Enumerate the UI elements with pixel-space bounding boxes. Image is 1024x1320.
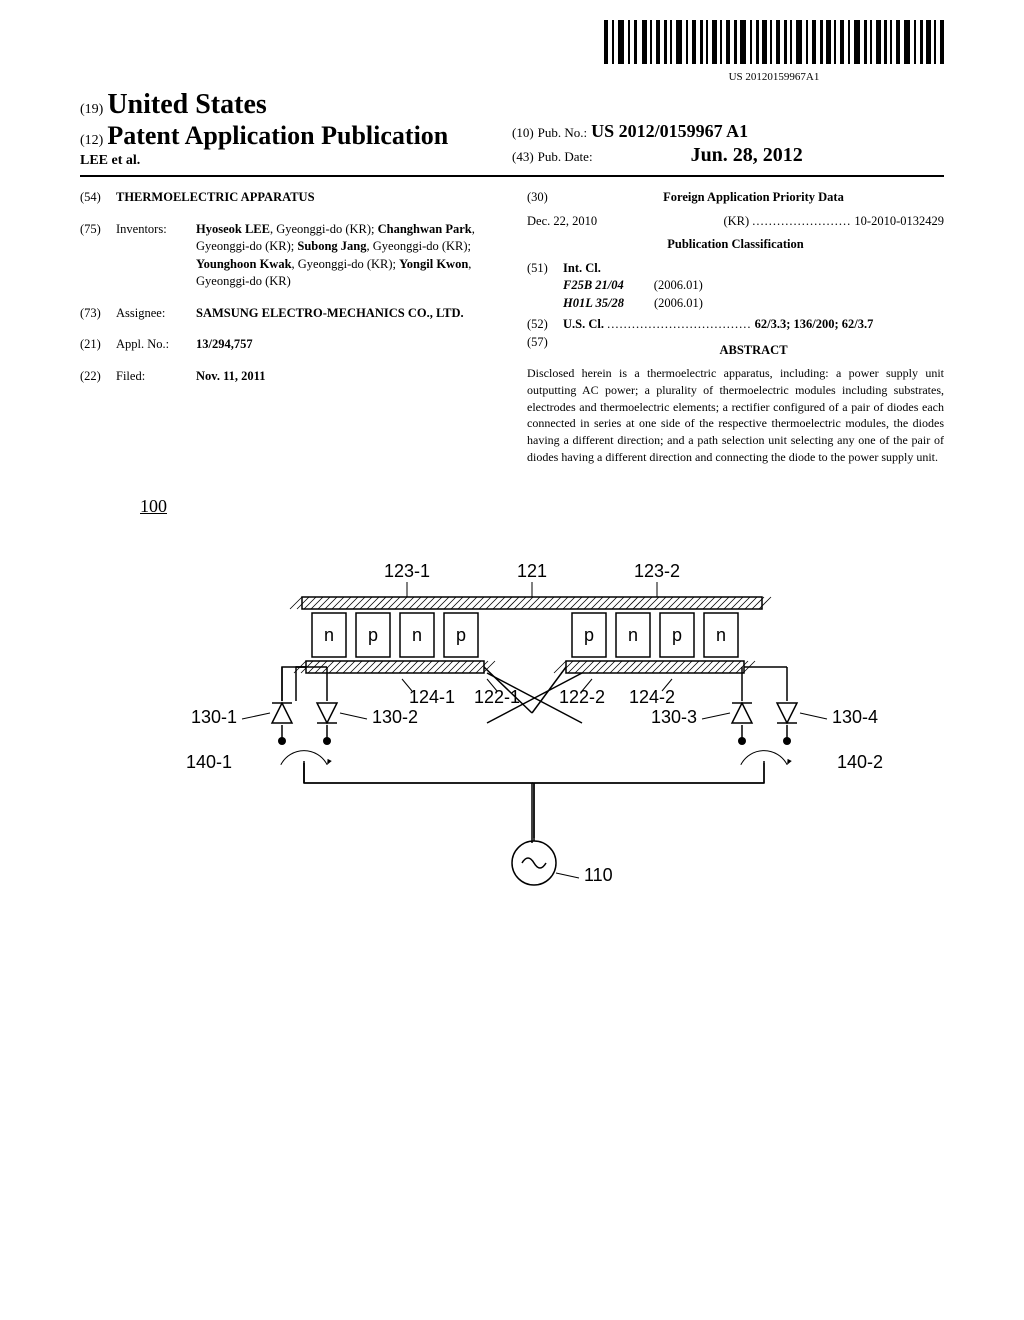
invention-title: THERMOELECTRIC APPARATUS [116, 189, 497, 207]
applno-code: (21) [80, 336, 116, 354]
svg-text:p: p [456, 625, 466, 645]
svg-text:110: 110 [584, 865, 613, 885]
figure: 100 121 n p n p 123-1 p n p n 123-2 124-1 122-1 122-2… [80, 496, 944, 967]
pubno-code: (10) [512, 125, 534, 140]
applno-label: Appl. No.: [116, 336, 196, 354]
svg-text:n: n [628, 625, 638, 645]
inventors-code: (75) [80, 221, 116, 291]
inventors-label: Inventors: [116, 221, 196, 291]
pubdate-label: Pub. Date: [538, 149, 593, 164]
pubdate-code: (43) [512, 149, 534, 164]
fp-code: (30) [527, 189, 563, 213]
barcode: US 20120159967A1 [604, 20, 944, 83]
uscl-code: (52) [527, 316, 563, 334]
fp-date: Dec. 22, 2010 [527, 213, 597, 231]
country-code: (19) [80, 102, 103, 117]
svg-text:123-1: 123-1 [384, 561, 430, 581]
svg-text:p: p [368, 625, 378, 645]
svg-text:130-1: 130-1 [191, 707, 237, 727]
svg-text:p: p [672, 625, 682, 645]
abstract-heading: ABSTRACT [563, 342, 944, 360]
uscl-section: (52) U.S. Cl. ..........................… [527, 316, 944, 334]
pubno-label: Pub. No.: [538, 125, 587, 140]
svg-text:124-1: 124-1 [409, 687, 455, 707]
doctype: Patent Application Publication [107, 121, 448, 150]
assignee-name: SAMSUNG ELECTRO-MECHANICS CO., LTD. [196, 305, 497, 323]
uscl-codes: 62/3.3; 136/200; 62/3.7 [755, 317, 874, 331]
title-code: (54) [80, 189, 116, 207]
barcode-number: US 20120159967A1 [604, 71, 944, 83]
title-section: (54) THERMOELECTRIC APPARATUS [80, 189, 497, 207]
filed-code: (22) [80, 368, 116, 386]
applno-value: 13/294,757 [196, 336, 497, 354]
pubdate: Jun. 28, 2012 [691, 144, 803, 166]
figure-ref-number: 100 [140, 496, 944, 517]
svg-text:121: 121 [517, 561, 547, 581]
header: (19) United States (12) Patent Applicati… [80, 89, 944, 177]
svg-text:123-2: 123-2 [634, 561, 680, 581]
fp-number: 10-2010-0132429 [854, 214, 944, 228]
filed-label: Filed: [116, 368, 196, 386]
assignee-section: (73) Assignee: SAMSUNG ELECTRO-MECHANICS… [80, 305, 497, 323]
svg-text:140-2: 140-2 [837, 752, 883, 772]
barcode-area: US 20120159967A1 [80, 20, 944, 85]
uscl-label: U.S. Cl. [563, 317, 604, 331]
abstract-text: Disclosed herein is a thermoelectric app… [527, 365, 944, 466]
svg-text:130-3: 130-3 [651, 707, 697, 727]
circuit-diagram: 121 n p n p 123-1 p n p n 123-2 124-1 122-1 122-2 124-… [152, 537, 912, 967]
inventors-section: (75) Inventors: Hyoseok LEE, Gyeonggi-do… [80, 221, 497, 291]
abstract-section: (57) ABSTRACT [527, 334, 944, 366]
pubno: US 2012/0159967 A1 [591, 121, 748, 141]
applno-section: (21) Appl. No.: 13/294,757 [80, 336, 497, 354]
pubclass-heading: Publication Classification [527, 236, 944, 254]
svg-text:124-2: 124-2 [629, 687, 675, 707]
bibliographic-data: (54) THERMOELECTRIC APPARATUS (75) Inven… [80, 189, 944, 466]
intcl-code: (51) [527, 260, 563, 313]
svg-text:130-4: 130-4 [832, 707, 878, 727]
svg-text:122-2: 122-2 [559, 687, 605, 707]
inventors-list: Hyoseok LEE, Gyeonggi-do (KR); Changhwan… [196, 221, 497, 291]
svg-text:n: n [412, 625, 422, 645]
doctype-code: (12) [80, 133, 103, 148]
authors-short: LEE et al. [80, 153, 512, 169]
filed-section: (22) Filed: Nov. 11, 2011 [80, 368, 497, 386]
svg-text:122-1: 122-1 [474, 687, 520, 707]
svg-text:130-2: 130-2 [372, 707, 418, 727]
intcl-section: (51) Int. Cl. F25B 21/04(2006.01)H01L 35… [527, 260, 944, 313]
svg-text:p: p [584, 625, 594, 645]
svg-text:140-1: 140-1 [186, 752, 232, 772]
svg-text:n: n [324, 625, 334, 645]
fp-country: (KR) [723, 214, 749, 228]
intcl-label: Int. Cl. [563, 261, 601, 275]
fp-heading: Foreign Application Priority Data [563, 189, 944, 207]
svg-text:n: n [716, 625, 726, 645]
abstract-code: (57) [527, 334, 563, 366]
filed-value: Nov. 11, 2011 [196, 368, 497, 386]
foreign-priority-section: (30) Foreign Application Priority Data D… [527, 189, 944, 230]
assignee-label: Assignee: [116, 305, 196, 323]
country: United States [107, 89, 266, 120]
assignee-code: (73) [80, 305, 116, 323]
